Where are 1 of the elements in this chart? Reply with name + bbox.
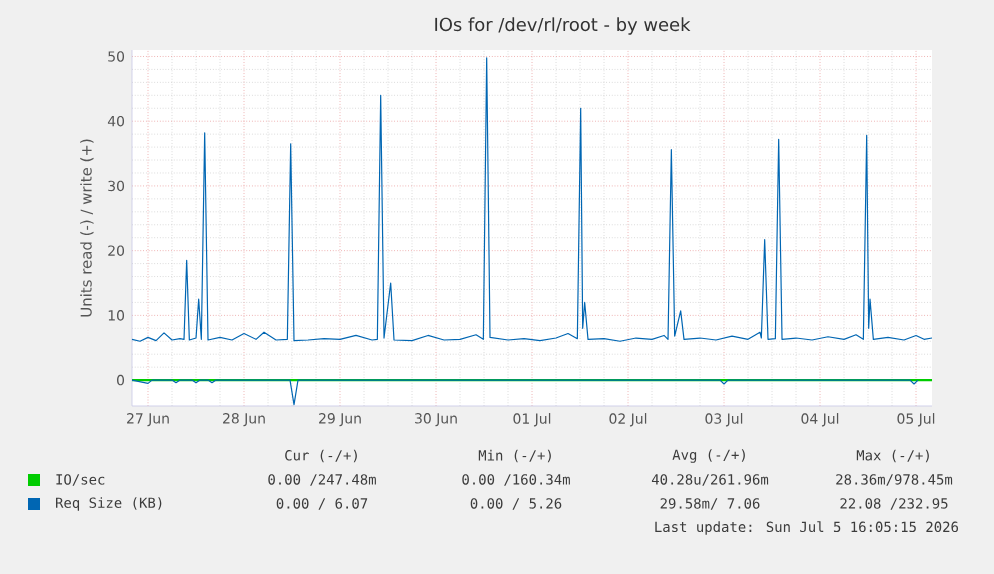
chart-title: IOs for /dev/rl/root - by week — [435, 17, 691, 35]
